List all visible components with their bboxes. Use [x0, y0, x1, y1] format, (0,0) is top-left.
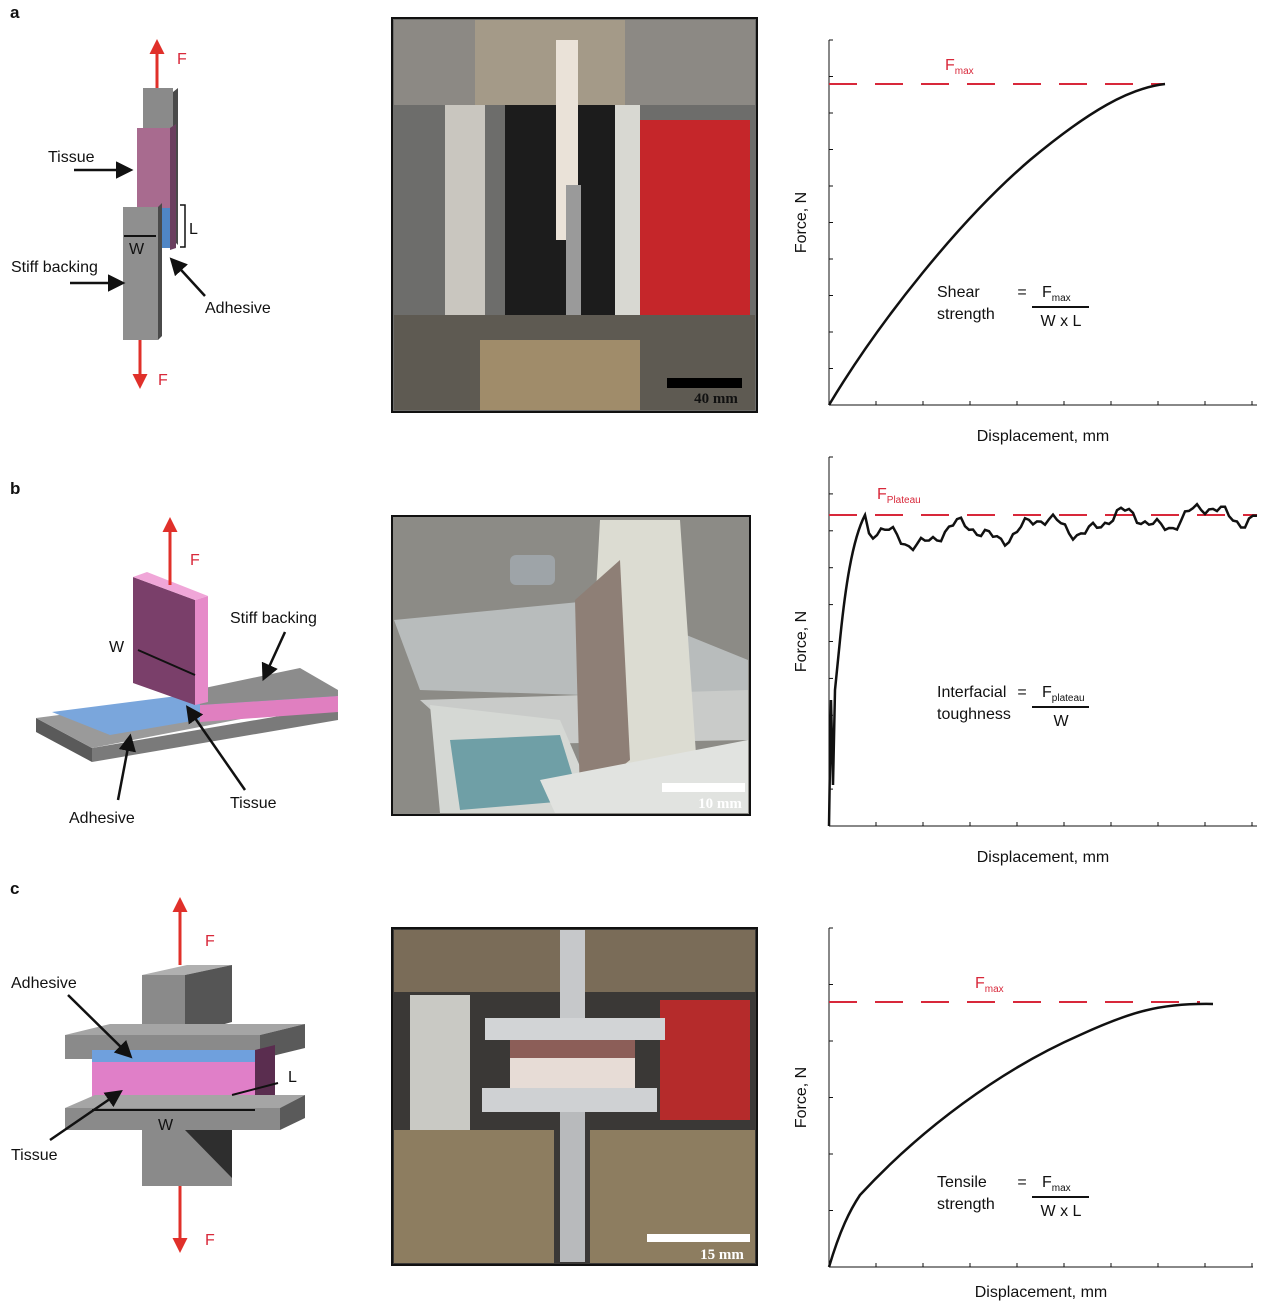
formula-name: strength	[937, 306, 995, 323]
formula-equals: =	[1017, 1174, 1026, 1191]
formula-numerator: Fmax	[1042, 1174, 1071, 1194]
chart: Displacement, mm Force, N Fmax Tensile stren…	[793, 928, 1253, 1301]
diagram-b	[36, 520, 338, 800]
reference-symbol: F	[945, 57, 955, 74]
force-label: F	[205, 1232, 215, 1249]
reference-label: Fmax	[945, 57, 974, 77]
formula-name: Tensile	[937, 1174, 987, 1191]
adhesive-label: Adhesive	[69, 810, 135, 827]
curve	[829, 1004, 1213, 1267]
backing-label: Stiff backing	[230, 610, 317, 627]
y-axis-label: Force, N	[793, 1067, 810, 1128]
formula-numerator: Fmax	[1042, 284, 1071, 304]
curve	[829, 84, 1165, 405]
y-axis-label: Force, N	[793, 611, 810, 672]
length-label: L	[288, 1069, 297, 1086]
scale-bar-label: 10 mm	[698, 796, 742, 812]
chart: Displacement, mm Force, N Fmax Shear strengt…	[793, 40, 1257, 445]
tissue-label: Tissue	[48, 149, 95, 166]
formula-name: toughness	[937, 706, 1011, 723]
diagram-a	[70, 42, 205, 386]
y-axis-label: Force, N	[793, 192, 810, 253]
formula-denominator: W x L	[1041, 313, 1082, 330]
curve	[829, 504, 1257, 826]
force-label: F	[190, 552, 200, 569]
scale-bar-label: 40 mm	[694, 391, 738, 407]
numerator-subscript: max	[1052, 293, 1071, 304]
width-label: W	[158, 1117, 174, 1134]
photo-c	[392, 928, 757, 1265]
x-axis-label: Displacement, mm	[977, 849, 1109, 866]
formula-name: Shear	[937, 284, 980, 301]
figure: a b c F F Tissue Stiff backing Adhesive …	[0, 0, 1262, 1303]
length-label: L	[189, 221, 198, 238]
scale-bar-label: 15 mm	[700, 1247, 744, 1263]
reference-subscript: Plateau	[887, 495, 921, 506]
formula-name: strength	[937, 1196, 995, 1213]
backing-label: Stiff backing	[11, 259, 98, 276]
reference-symbol: F	[877, 486, 887, 503]
force-label: F	[205, 933, 215, 950]
reference-symbol: F	[975, 975, 985, 992]
panel-label: b	[10, 479, 20, 498]
formula-equals: =	[1017, 284, 1026, 301]
x-axis-label: Displacement, mm	[977, 428, 1109, 445]
tissue-label: Tissue	[230, 795, 277, 812]
force-label: F	[177, 51, 187, 68]
photo-b	[392, 516, 750, 815]
formula-denominator: W x L	[1041, 1203, 1082, 1220]
numerator-symbol: F	[1042, 284, 1052, 301]
formula-numerator: Fplateau	[1042, 684, 1085, 704]
panel-label: c	[10, 879, 19, 898]
force-label: F	[158, 372, 168, 389]
reference-subscript: max	[985, 984, 1004, 995]
numerator-symbol: F	[1042, 1174, 1052, 1191]
adhesive-label: Adhesive	[205, 300, 271, 317]
formula-name: Interfacial	[937, 684, 1006, 701]
adhesive-label: Adhesive	[11, 975, 77, 992]
numerator-subscript: plateau	[1052, 693, 1085, 704]
diagram-c	[50, 900, 305, 1250]
reference-subscript: max	[955, 66, 974, 77]
numerator-symbol: F	[1042, 684, 1052, 701]
reference-label: FPlateau	[877, 486, 921, 506]
width-label: W	[109, 639, 125, 656]
width-label: W	[129, 241, 145, 258]
reference-label: Fmax	[975, 975, 1004, 995]
numerator-subscript: max	[1052, 1183, 1071, 1194]
tissue-label: Tissue	[11, 1147, 58, 1164]
formula-denominator: W	[1053, 713, 1069, 730]
formula-equals: =	[1017, 684, 1026, 701]
panel-label: a	[10, 3, 20, 22]
photo-a	[392, 18, 757, 412]
x-axis-label: Displacement, mm	[975, 1284, 1107, 1301]
